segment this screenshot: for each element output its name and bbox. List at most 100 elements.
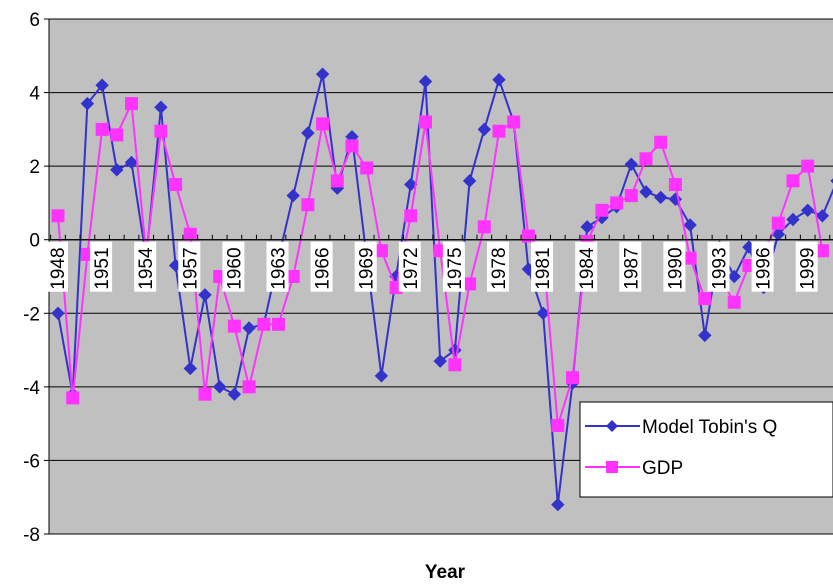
- x-tick-label-text: 1948: [48, 247, 69, 289]
- x-tick-label-bg: [266, 241, 289, 292]
- x-axis-title: Year: [425, 562, 466, 583]
- data-point: [639, 152, 653, 166]
- series-line: [57, 73, 833, 505]
- data-point: [51, 209, 65, 223]
- data-point: [698, 328, 712, 343]
- legend-marker: [606, 461, 618, 473]
- x-tick-label-bg: [354, 241, 377, 292]
- x-tick-label: 1948: [46, 241, 69, 292]
- x-tick-label: 1984: [575, 241, 598, 292]
- x-tick-label: 1993: [707, 241, 731, 292]
- legend-label: GDP: [642, 458, 683, 479]
- data-point: [316, 117, 330, 131]
- data-point: [786, 212, 800, 227]
- x-tick-label-bg: [222, 241, 245, 292]
- data-point: [507, 115, 521, 129]
- x-tick-label: 1978: [487, 241, 510, 292]
- data-point: [448, 358, 462, 372]
- x-tick-label: 1969: [354, 241, 378, 292]
- x-tick-label-bg: [487, 241, 509, 292]
- x-tick-label: 1975: [442, 241, 466, 292]
- data-point: [227, 387, 242, 401]
- y-axis-ticks: 6 4 2 0 -2 -4 -6 -8: [23, 10, 50, 546]
- legend-item: GDP: [585, 458, 683, 479]
- data-point: [154, 100, 168, 114]
- x-tick-label: 1996: [751, 241, 775, 292]
- data-point: [242, 380, 256, 394]
- x-tick-label-text: 1990: [665, 247, 686, 289]
- x-tick-label-bg: [134, 241, 157, 292]
- x-tick-label: 1957: [178, 241, 201, 292]
- x-tick-label-bg: [178, 241, 201, 292]
- x-tick-label-text: 1984: [577, 247, 598, 290]
- data-point: [815, 209, 830, 223]
- data-point: [110, 128, 124, 142]
- data-point: [374, 369, 389, 383]
- x-tick-label-text: 1951: [92, 247, 113, 289]
- x-tick-label-text: 1957: [180, 247, 201, 289]
- x-tick-label-text: 1954: [136, 247, 157, 290]
- x-tick-label: 1954: [134, 241, 157, 292]
- data-point: [242, 321, 256, 335]
- data-point: [286, 188, 300, 203]
- data-point: [477, 122, 492, 137]
- x-tick-label-bg: [46, 241, 68, 292]
- x-tick-label-bg: [90, 241, 113, 292]
- data-point: [668, 178, 682, 192]
- data-point: [727, 295, 741, 309]
- data-point: [521, 229, 535, 243]
- data-point: [212, 380, 227, 394]
- x-tick-label-text: 1981: [533, 247, 554, 289]
- data-point: [124, 155, 139, 170]
- data-point: [727, 269, 741, 284]
- data-point: [800, 203, 815, 217]
- data-point: [698, 292, 712, 306]
- x-tick-label: 1999: [795, 241, 819, 292]
- legend-marker: [606, 420, 618, 432]
- data-point: [801, 159, 815, 173]
- x-tick-label-text: 1978: [489, 247, 510, 289]
- x-tick-label: 1990: [663, 241, 686, 292]
- data-point: [771, 216, 785, 230]
- data-point: [624, 189, 638, 203]
- x-tick-label-bg: [619, 241, 642, 292]
- y-tick-label: -2: [23, 304, 40, 325]
- y-tick-label: 4: [29, 84, 40, 105]
- data-point: [551, 497, 565, 512]
- x-tick-label: 1960: [222, 241, 245, 292]
- data-point: [610, 196, 624, 210]
- x-axis: 1948 1951 1954 1957 1960 1963 1966 1969 1972 1975…: [46, 234, 833, 292]
- data-point: [492, 72, 506, 87]
- data-point: [183, 227, 197, 241]
- y-tick-label: 6: [29, 10, 40, 31]
- y-tick-label: 0: [29, 231, 40, 252]
- y-tick-label: -8: [23, 525, 40, 546]
- x-tick-label-text: 1960: [224, 247, 245, 289]
- x-tick-label: 1987: [619, 241, 642, 292]
- data-point: [51, 306, 65, 320]
- data-point: [404, 177, 418, 192]
- legend-label: Model Tobin's Q: [642, 417, 777, 438]
- x-tick-label: 1951: [90, 241, 113, 292]
- y-tick-label: 2: [29, 157, 40, 178]
- data-point: [301, 198, 315, 212]
- data-point: [419, 115, 432, 129]
- data-point: [257, 317, 271, 331]
- data-point: [624, 157, 639, 172]
- data-point: [462, 174, 477, 188]
- x-tick-label-text: 1999: [798, 247, 819, 289]
- data-point: [654, 135, 668, 149]
- data-point: [580, 220, 594, 234]
- x-tick-label-bg: [575, 241, 598, 292]
- data-point: [786, 174, 800, 188]
- data-point: [125, 97, 138, 111]
- x-tick-label: 1981: [531, 241, 554, 292]
- x-tick-label-text: 1966: [313, 247, 334, 289]
- x-tick-label-bg: [442, 241, 465, 292]
- data-point: [551, 418, 565, 432]
- data-point: [95, 78, 109, 92]
- data-point: [536, 306, 550, 320]
- data-point: [477, 220, 491, 234]
- data-point: [169, 178, 183, 192]
